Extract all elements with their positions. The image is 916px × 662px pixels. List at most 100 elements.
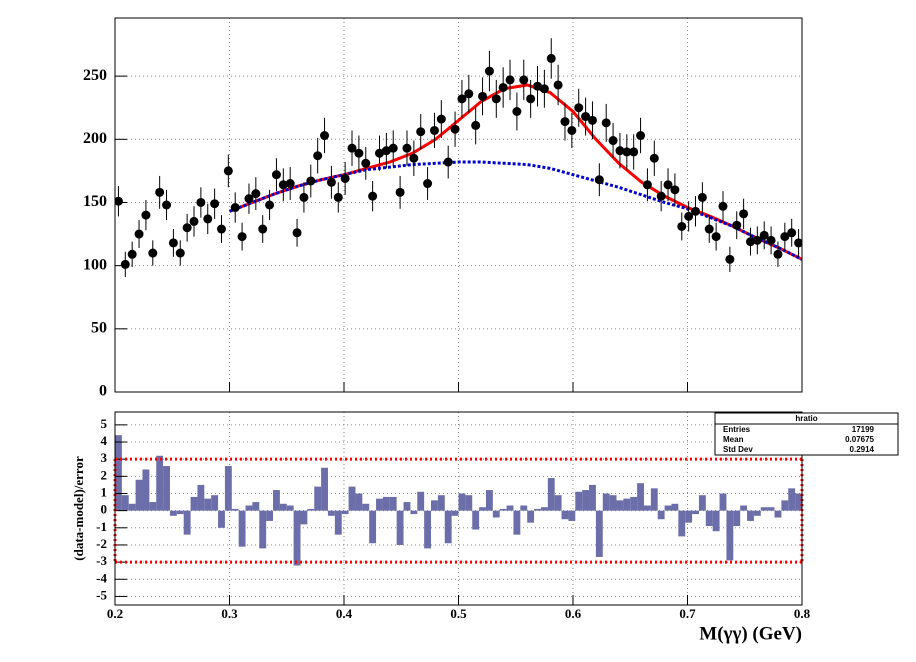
y-tick-label: 150	[83, 193, 107, 210]
data-point	[636, 131, 646, 141]
bar	[403, 502, 411, 511]
x-tick-label: 0.4	[336, 606, 353, 621]
bar	[211, 495, 219, 511]
data-point	[237, 232, 247, 242]
bar	[623, 498, 631, 511]
bar	[795, 493, 802, 511]
data-point	[773, 249, 783, 259]
data-point	[258, 224, 268, 234]
data-point	[787, 228, 797, 238]
data-point	[326, 177, 336, 187]
x-tick-label: 0.8	[794, 606, 811, 621]
stats-title: hratio	[795, 414, 817, 423]
stats-box: hratio Entries 17199 Mean 0.07675 Std Dev 0.29…	[714, 412, 899, 456]
data-point	[752, 235, 762, 245]
data-point	[175, 248, 185, 258]
bar	[561, 510, 569, 520]
data-point	[271, 170, 281, 180]
y-axis-title: (data-model)/error	[71, 456, 86, 561]
bar	[575, 491, 583, 511]
bar	[389, 496, 397, 511]
bar	[224, 466, 232, 511]
y-tick-label: -4	[96, 570, 107, 585]
bar	[534, 508, 541, 511]
x-tick-label: 0.2	[107, 606, 123, 621]
data-point	[649, 153, 659, 163]
data-point	[354, 148, 364, 158]
data-point	[691, 206, 701, 216]
data-point	[278, 180, 288, 190]
data-point	[429, 125, 439, 135]
data-point	[505, 75, 515, 85]
y-tick-label: 200	[83, 130, 107, 147]
data-point	[581, 112, 591, 122]
bar	[327, 510, 335, 516]
bar	[568, 510, 576, 521]
bar	[788, 488, 796, 511]
bar	[369, 510, 377, 544]
data-point	[423, 179, 433, 189]
data-point	[498, 82, 508, 92]
x-tick-label: 0.5	[450, 606, 467, 621]
bar	[273, 490, 280, 511]
bar	[382, 496, 390, 511]
data-point	[285, 179, 295, 189]
bar	[169, 510, 177, 516]
bar	[678, 510, 686, 537]
data-point	[265, 200, 275, 210]
data-point	[766, 235, 776, 245]
data-point	[684, 211, 694, 221]
bar	[163, 466, 170, 511]
data-point	[223, 166, 233, 176]
bar	[719, 493, 727, 511]
bar	[135, 479, 143, 511]
bar	[183, 510, 191, 535]
bar	[513, 510, 521, 535]
bar	[197, 484, 205, 511]
data-point	[210, 199, 220, 209]
data-point	[739, 209, 749, 219]
data-point	[388, 143, 398, 153]
y-tick-label: 4	[101, 433, 108, 448]
bar	[472, 510, 480, 530]
data-point	[519, 75, 529, 85]
bar	[685, 510, 693, 523]
data-point	[395, 187, 405, 197]
bar	[252, 502, 260, 511]
y-tick-label: 2	[101, 467, 108, 482]
data-point	[141, 210, 151, 220]
y-tick-label: 3	[101, 450, 108, 465]
data-point	[292, 228, 302, 238]
bar	[279, 503, 287, 511]
bar	[520, 505, 528, 511]
data-point	[697, 192, 707, 202]
data-point	[546, 53, 556, 63]
data-point	[182, 223, 192, 233]
bar	[609, 495, 617, 511]
bar	[437, 495, 445, 511]
y-tick-label: 250	[83, 67, 107, 84]
data-point	[416, 127, 426, 137]
bar	[547, 478, 555, 511]
data-point	[491, 94, 501, 104]
bar	[321, 467, 328, 511]
data-point	[732, 220, 742, 230]
bar	[266, 510, 274, 521]
bar	[753, 510, 761, 516]
data-point	[533, 81, 543, 91]
y-tick-label: -5	[96, 587, 107, 602]
data-point	[374, 148, 384, 158]
data-point	[587, 115, 597, 125]
data-point	[162, 200, 172, 210]
bar	[176, 510, 184, 515]
bar	[671, 503, 679, 511]
bar	[506, 505, 514, 511]
bar	[190, 496, 198, 511]
data-point	[794, 238, 802, 248]
bar	[650, 488, 658, 511]
bar	[451, 510, 459, 516]
bar	[424, 510, 432, 549]
bar	[554, 495, 562, 511]
data-point	[526, 94, 536, 104]
